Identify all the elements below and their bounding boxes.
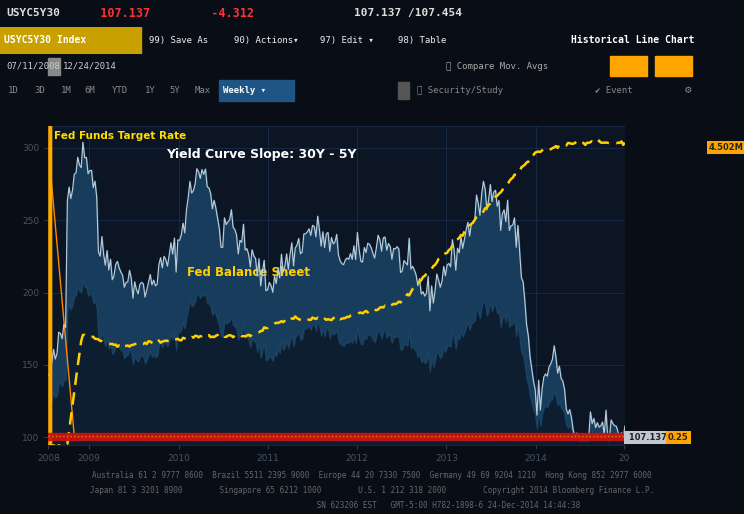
- Text: Historical Line Chart: Historical Line Chart: [571, 35, 694, 45]
- Text: ① Compare Mov. Avgs: ① Compare Mov. Avgs: [446, 62, 548, 70]
- Text: 0.25: 0.25: [668, 433, 689, 442]
- Text: 6M: 6M: [85, 86, 95, 95]
- Text: 97) Edit ▾: 97) Edit ▾: [320, 36, 373, 45]
- Bar: [0, 27, 141, 54]
- Text: 90) Actions▾: 90) Actions▾: [234, 36, 299, 45]
- Bar: [48, 126, 51, 445]
- Text: 1M: 1M: [61, 86, 71, 95]
- Text: Yield Curve Slope: 30Y - 5Y: Yield Curve Slope: 30Y - 5Y: [167, 148, 357, 161]
- Bar: [219, 80, 294, 101]
- Text: USYC5Y30: USYC5Y30: [6, 8, 60, 19]
- Text: 107.137: 107.137: [626, 433, 667, 442]
- Text: 98) Table: 98) Table: [398, 36, 446, 45]
- Text: Max: Max: [195, 86, 211, 95]
- Text: 107.137: 107.137: [86, 7, 150, 20]
- Text: Weekly ▾: Weekly ▾: [223, 86, 266, 95]
- Text: Japan 81 3 3201 8900        Singapore 65 6212 1000        U.S. 1 212 318 2000   : Japan 81 3 3201 8900 Singapore 65 6212 1…: [90, 486, 654, 495]
- Text: Fed Balance Sheet: Fed Balance Sheet: [187, 266, 310, 279]
- Text: -4.312: -4.312: [197, 7, 254, 20]
- Text: 99) Save As: 99) Save As: [149, 36, 208, 45]
- Text: Australia 61 2 9777 8600  Brazil 5511 2395 9000  Europe 44 20 7330 7500  Germany: Australia 61 2 9777 8600 Brazil 5511 239…: [92, 471, 652, 481]
- Text: 5Y: 5Y: [170, 86, 180, 95]
- Text: SN 623206 EST   GMT-5:00 H782-1898-6 24-Dec-2014 14:44:38: SN 623206 EST GMT-5:00 H782-1898-6 24-De…: [164, 501, 580, 510]
- Text: USYC5Y30 Index: USYC5Y30 Index: [4, 35, 86, 45]
- Text: 4.502M: 4.502M: [709, 143, 744, 152]
- Text: ⚙: ⚙: [684, 85, 691, 96]
- Bar: [655, 57, 692, 76]
- Text: Fed Funds Target Rate: Fed Funds Target Rate: [54, 131, 187, 141]
- Text: ℧ Security/Study: ℧ Security/Study: [417, 86, 503, 95]
- Bar: [48, 58, 60, 75]
- Bar: [398, 82, 409, 99]
- Text: YTD: YTD: [112, 86, 128, 95]
- Text: 107.137 /107.454: 107.137 /107.454: [327, 8, 462, 19]
- Text: 1Y: 1Y: [145, 86, 155, 95]
- Bar: [610, 57, 647, 76]
- Text: 1D: 1D: [7, 86, 18, 95]
- Text: ✔ Event: ✔ Event: [595, 86, 633, 95]
- Text: 3D: 3D: [34, 86, 45, 95]
- Text: 12/24/2014: 12/24/2014: [63, 62, 117, 70]
- Text: 07/11/2008: 07/11/2008: [6, 62, 60, 70]
